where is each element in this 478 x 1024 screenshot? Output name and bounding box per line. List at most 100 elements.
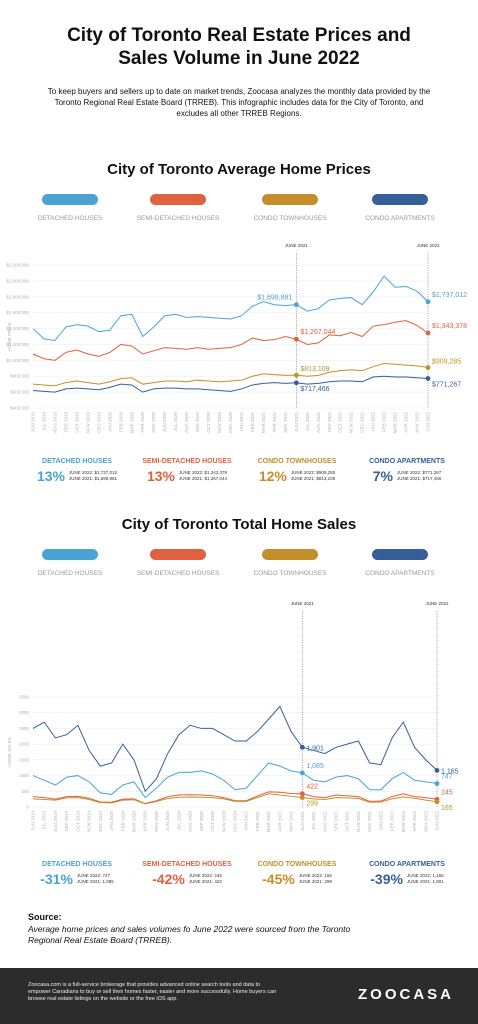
x-tick-label: JAN 2022	[371, 412, 376, 432]
stat-name: SEMI-DETACHED HOUSES	[142, 861, 232, 868]
y-tick-label: $1,400,000	[6, 326, 29, 331]
stat-row: -31% JUNE 2022: 747 JUNE 2021: 1,085	[22, 871, 132, 887]
x-tick-label: MAR 2021	[261, 412, 266, 434]
data-label: 1,901	[306, 745, 324, 752]
stat-change: 12%	[258, 468, 287, 484]
x-tick-label: NOV 2019	[85, 412, 90, 434]
x-tick-label: SEP 2020	[199, 811, 204, 832]
y-tick-label: 0	[26, 805, 29, 810]
x-tick-label: MAR 2020	[132, 811, 137, 833]
stat-name: CONDO APARTMENTS	[369, 861, 445, 868]
data-label: $771,267	[432, 382, 461, 389]
x-tick-label: AUG 2019	[52, 412, 57, 434]
data-point	[425, 330, 431, 336]
x-tick-label: MAR 2021	[266, 811, 271, 833]
legend-label: CONDO TOWNHOUSES	[253, 215, 327, 222]
stat-previous: JUNE 2021: $1,267,044	[178, 476, 228, 481]
sales-chart: City of Toronto Total Home Sales DETACHED…	[7, 516, 459, 833]
legend-swatch	[372, 194, 428, 205]
stat-details: JUNE 2022: 165 JUNE 2021: 299	[299, 873, 332, 885]
x-tick-label: SEP 2019	[63, 412, 68, 433]
x-tick-label: JUN 2020	[165, 811, 170, 832]
x-tick-label: OCT 2019	[75, 811, 80, 832]
x-tick-label: OCT 2020	[210, 811, 215, 832]
stat-change: -45%	[262, 871, 295, 887]
legend-swatch	[42, 549, 98, 560]
y-tick-label: $1,000,000	[6, 358, 29, 363]
x-tick-label: FEB 2020	[118, 412, 123, 433]
source-heading: Source:	[28, 912, 62, 922]
stat-previous: JUNE 2021: 1,085	[76, 879, 114, 884]
legend-label: CONDO APARTMENTS	[365, 215, 435, 222]
x-tick-label: AUG 2021	[316, 412, 321, 434]
legend-swatch	[150, 549, 206, 560]
legend-swatch	[262, 549, 318, 560]
stat-current: JUNE 2022: 1,165	[406, 873, 444, 878]
data-point	[293, 372, 299, 378]
data-label: $1,343,378	[432, 323, 467, 330]
y-tick-label: $800,000	[10, 374, 29, 379]
annotation-label: JUNE 2022	[425, 601, 449, 606]
series-line	[32, 375, 429, 393]
x-tick-label: MAY 2021	[289, 811, 294, 832]
legend-swatch	[262, 194, 318, 205]
x-tick-label: NOV 2021	[349, 412, 354, 434]
y-tick-label: 1500	[19, 757, 30, 762]
footer	[0, 968, 478, 1024]
x-tick-label: SEP 2021	[327, 412, 332, 433]
y-tick-label: $400,000	[10, 406, 29, 411]
series-line	[32, 363, 429, 387]
x-tick-label: JUN 2022	[435, 811, 440, 832]
x-tick-label: MAR 2022	[401, 811, 406, 833]
stat-change: 13%	[36, 468, 65, 484]
data-label: 299	[306, 801, 318, 808]
logo: ZOOCASA	[358, 986, 454, 1003]
x-tick-label: JAN 2021	[239, 412, 244, 432]
stat-name: CONDO APARTMENTS	[369, 458, 445, 465]
stat-name: DETACHED HOUSES	[42, 861, 112, 868]
x-tick-label: JUL 2019	[41, 412, 46, 432]
stat-current: JUNE 2022: $1,737,012	[68, 470, 118, 475]
x-tick-label: JUL 2020	[176, 811, 181, 831]
data-label: 422	[306, 784, 318, 791]
x-tick-label: JUL 2021	[305, 412, 310, 432]
data-label: 747	[441, 774, 453, 781]
stat-details: JUNE 2022: 747 JUNE 2021: 1,085	[77, 873, 114, 885]
page-title: City of Toronto Real Estate Prices and S…	[67, 25, 411, 69]
data-point	[299, 795, 305, 801]
stat-card: CONDO TOWNHOUSES 12% JUNE 2022: $909,285 JU…	[242, 458, 352, 484]
stat-change: -31%	[40, 871, 73, 887]
y-tick-label: 500	[21, 789, 29, 794]
x-tick-label: DEC 2019	[96, 412, 101, 433]
stat-row: 7% JUNE 2022: $771,267 JUNE 2021: $717,466	[352, 468, 462, 484]
x-tick-label: NOV 2021	[356, 811, 361, 833]
series-line	[32, 705, 438, 793]
annotation-label: JUNE 2022	[416, 243, 440, 248]
x-tick-label: JUL 2019	[42, 811, 47, 831]
stat-current: JUNE 2022: $771,267	[396, 470, 442, 475]
chart-title: City of Toronto Total Home Sales	[122, 516, 356, 533]
x-tick-label: OCT 2021	[345, 811, 350, 832]
x-tick-label: JUN 2021	[300, 811, 305, 832]
x-tick-label: MAR 2022	[393, 412, 398, 434]
data-label: 165	[441, 805, 453, 812]
data-label: $909,285	[432, 359, 461, 366]
data-label: 245	[441, 789, 453, 796]
x-tick-label: APR 2020	[143, 811, 148, 832]
x-tick-label: FEB 2021	[250, 412, 255, 433]
x-tick-label: MAR 2020	[129, 412, 134, 434]
data-label: $813,109	[300, 366, 329, 373]
y-axis-title: HOME SALES	[7, 737, 12, 766]
stat-previous: JUNE 2021: 422	[188, 879, 222, 884]
stat-card: CONDO APARTMENTS 7% JUNE 2022: $771,267 JUN…	[352, 458, 462, 484]
x-tick-label: AUG 2020	[188, 811, 193, 833]
stat-row: 13% JUNE 2022: $1,737,012 JUNE 2021: $1,69…	[22, 468, 132, 484]
legend-swatch	[42, 194, 98, 205]
y-tick-label: $1,800,000	[6, 294, 29, 299]
legend-label: CONDO TOWNHOUSES	[253, 570, 327, 577]
source-text: Average home prices and sales volumes fo…	[28, 924, 351, 945]
stat-card: SEMI-DETACHED HOUSES -42% JUNE 2022: 245 JU…	[132, 861, 242, 887]
legend-label: CONDO APARTMENTS	[365, 570, 435, 577]
x-tick-label: JAN 2020	[109, 811, 114, 831]
